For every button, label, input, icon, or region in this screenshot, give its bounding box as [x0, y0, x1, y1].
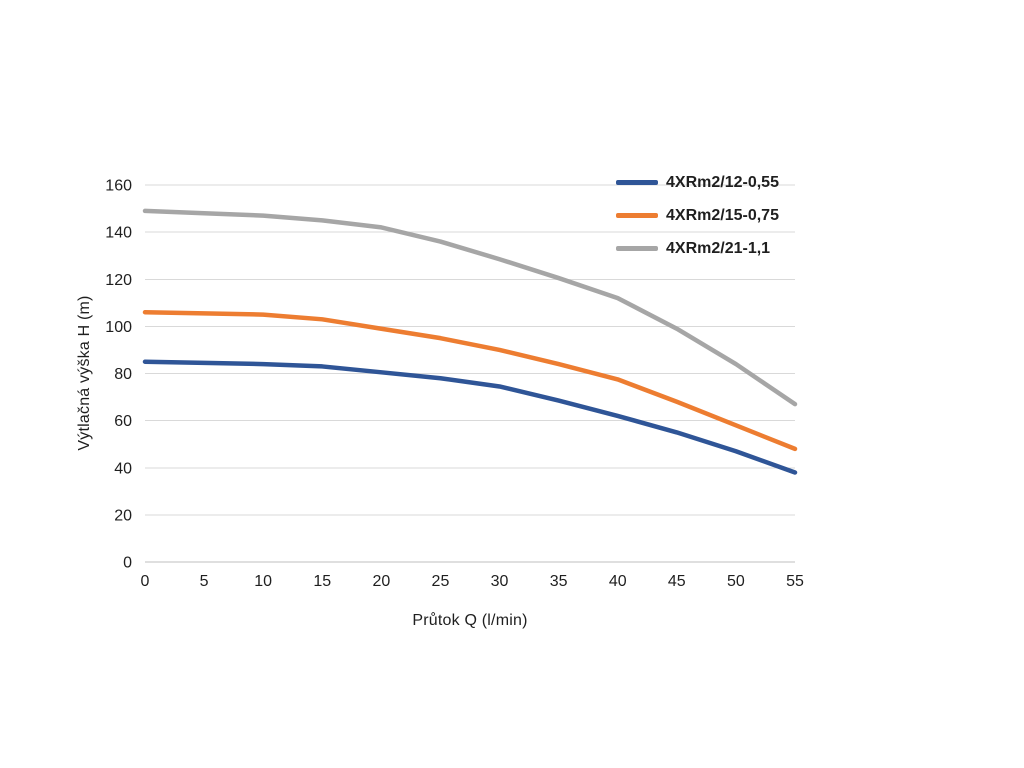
x-tick-label: 5 [200, 573, 209, 590]
legend-swatch-icon [616, 180, 658, 185]
legend-label: 4XRm2/12-0,55 [666, 173, 779, 191]
legend-swatch-icon [616, 246, 658, 251]
legend-swatch-icon [616, 213, 658, 218]
y-tick-label: 120 [105, 272, 132, 289]
x-tick-label: 0 [141, 573, 150, 590]
series-line-2 [142, 208, 798, 407]
series-line-0 [142, 359, 798, 475]
y-tick-label: 60 [114, 413, 132, 430]
y-tick-label: 0 [123, 555, 132, 572]
x-tick-label: 10 [254, 573, 272, 590]
x-tick-label: 15 [313, 573, 331, 590]
legend-item-1: 4XRm2/15-0,75 [616, 205, 779, 226]
x-axis-title: Průtok Q (l/min) [412, 612, 528, 629]
y-tick-label: 160 [105, 178, 132, 195]
x-tick-label: 30 [491, 573, 509, 590]
legend-item-0: 4XRm2/12-0,55 [616, 172, 779, 193]
legend-item-2: 4XRm2/21-1,1 [616, 238, 779, 259]
x-tick-label: 40 [609, 573, 627, 590]
series-line-1 [142, 309, 798, 452]
y-tick-label: 140 [105, 225, 132, 242]
x-tick-label: 20 [372, 573, 390, 590]
legend: 4XRm2/12-0,55 4XRm2/15-0,75 4XRm2/21-1,1 [616, 172, 779, 259]
x-tick-label: 25 [432, 573, 450, 590]
x-tick-label: 35 [550, 573, 568, 590]
y-axis-title: Výtlačná výška H (m) [76, 295, 93, 451]
x-tick-label: 45 [668, 573, 686, 590]
y-tick-label: 20 [114, 507, 132, 524]
y-tick-label: 80 [114, 366, 132, 383]
y-tick-label: 40 [114, 460, 132, 477]
x-tick-label: 55 [786, 573, 804, 590]
y-tick-label: 100 [105, 319, 132, 336]
legend-label: 4XRm2/15-0,75 [666, 206, 779, 224]
x-tick-label: 50 [727, 573, 745, 590]
legend-label: 4XRm2/21-1,1 [666, 239, 771, 257]
